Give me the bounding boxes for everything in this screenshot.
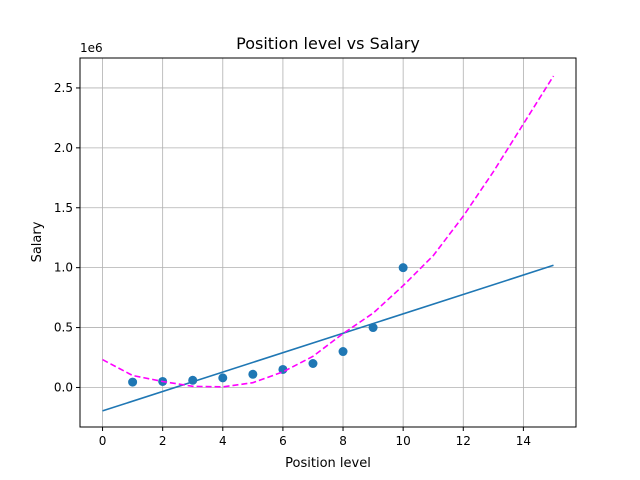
x-axis-label: Position level bbox=[285, 456, 371, 471]
y-tick-label: 2.0 bbox=[54, 141, 73, 155]
x-tick-label: 14 bbox=[516, 434, 531, 448]
x-tick-label: 6 bbox=[279, 434, 287, 448]
x-tick-label: 2 bbox=[159, 434, 167, 448]
scatter-point bbox=[368, 323, 378, 333]
chart-title: Position level vs Salary bbox=[236, 34, 420, 53]
y-axis-label: Salary bbox=[30, 221, 45, 262]
x-tick-label: 12 bbox=[456, 434, 471, 448]
y-tick-label: 0.5 bbox=[54, 321, 73, 335]
scatter-point bbox=[308, 359, 318, 369]
scatter-point bbox=[218, 373, 228, 383]
plot-frame bbox=[79, 57, 577, 428]
y-tick-label: 1.0 bbox=[54, 261, 73, 275]
scatter-point bbox=[248, 369, 258, 379]
polynomial-fit-line bbox=[102, 75, 555, 388]
y-scale-label: 1e6 bbox=[80, 41, 103, 55]
scatter-point bbox=[278, 364, 288, 374]
x-tick-label: 8 bbox=[339, 434, 347, 448]
x-tick-label: 10 bbox=[396, 434, 411, 448]
grid bbox=[80, 58, 576, 427]
x-tick-label: 4 bbox=[219, 434, 227, 448]
y-tick-label: 1.5 bbox=[54, 201, 73, 215]
scatter-point bbox=[128, 377, 138, 387]
plot-background bbox=[80, 58, 576, 427]
linear-fit-line bbox=[102, 264, 554, 412]
y-tick-label: 0.0 bbox=[54, 380, 73, 394]
scatter-point bbox=[338, 347, 348, 357]
x-tick-label: 0 bbox=[99, 434, 107, 448]
x-axis: 0 2 4 6 8 10 12 14 bbox=[99, 427, 531, 448]
scatter-point bbox=[398, 263, 408, 273]
y-tick-label: 2.5 bbox=[54, 81, 73, 95]
y-axis: 0.0 0.5 1.0 1.5 2.0 2.5 bbox=[54, 81, 80, 394]
series-layer bbox=[102, 75, 555, 412]
